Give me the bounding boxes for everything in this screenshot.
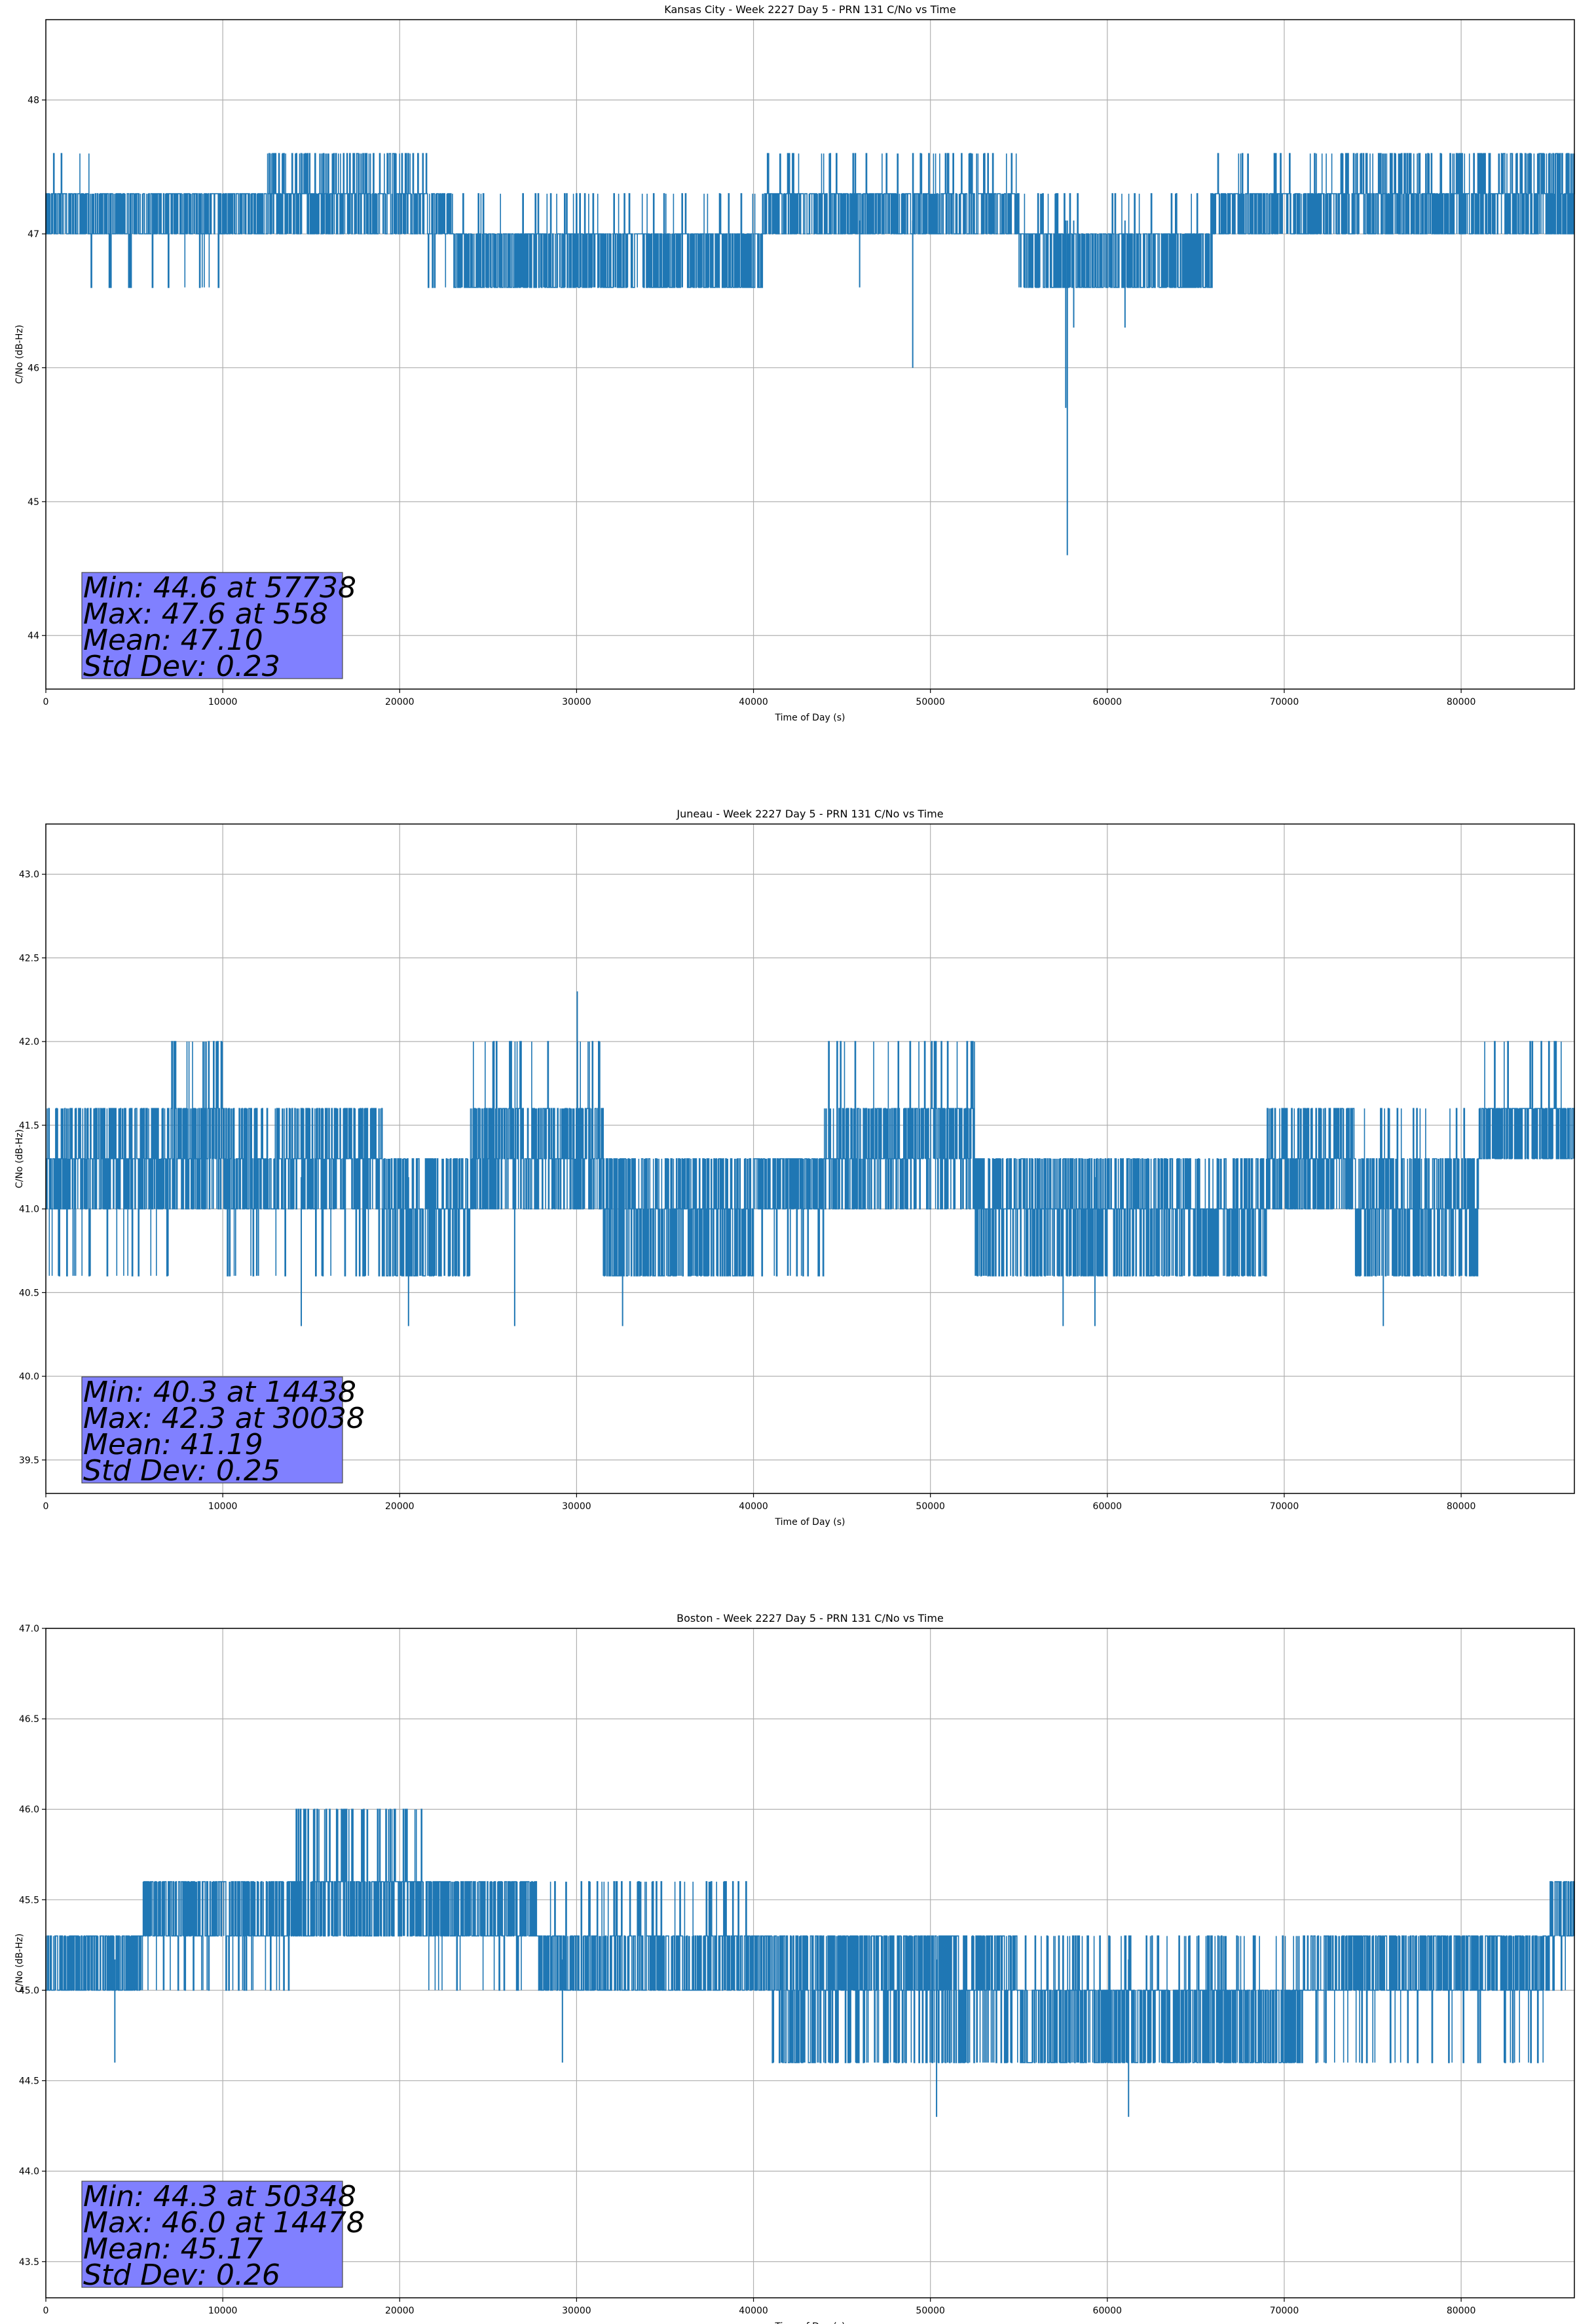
y-tick-label: 43.5	[19, 2257, 39, 2268]
stats-line: Min: 44.6 at 57738	[83, 571, 356, 605]
y-tick-label: 46.0	[19, 1805, 39, 1815]
y-tick-label: 39.5	[19, 1455, 39, 1466]
stats-line: Max: 46.0 at 14478	[83, 2206, 365, 2240]
x-tick-label: 30000	[562, 697, 591, 707]
axes-frame	[45, 823, 1575, 1494]
stats-line: Max: 42.3 at 30038	[83, 1402, 365, 1435]
x-tick-label: 50000	[916, 697, 945, 707]
stats-line: Min: 40.3 at 14438	[83, 1376, 356, 1409]
x-tick-label: 50000	[916, 2306, 945, 2316]
x-axis-label: Time of Day (s)	[775, 2321, 845, 2324]
stats-line: Mean: 45.17	[83, 2232, 263, 2266]
x-tick-label: 80000	[1447, 697, 1476, 707]
stats-line: Max: 47.6 at 558	[83, 597, 328, 631]
y-tick-label: 47.0	[19, 1624, 39, 1634]
x-tick-label: 0	[43, 2306, 49, 2316]
stats-line: Mean: 41.19	[83, 1428, 263, 1461]
y-tick-label: 48	[28, 96, 39, 106]
y-tick-label: 42.0	[19, 1037, 39, 1047]
x-tick-label: 50000	[916, 1501, 945, 1512]
y-tick-label: 45.0	[19, 1985, 39, 1996]
x-tick-label: 60000	[1093, 2306, 1122, 2316]
y-tick-label: 44.5	[19, 2076, 39, 2087]
y-tick-label: 44	[28, 631, 39, 641]
chart-panel-3: 0 10000 20000 30000 40000 50000 60000 70000 8000…	[14, 1612, 1575, 2324]
x-axis-label: Time of Day (s)	[775, 713, 845, 723]
y-axis-label: C/No (dB-Hz)	[14, 325, 25, 384]
stats-line: Min: 44.3 at 50348	[83, 2180, 356, 2213]
x-tick-label: 10000	[208, 2306, 238, 2316]
stats-line: Mean: 47.10	[83, 624, 263, 657]
x-tick-label: 70000	[1270, 697, 1299, 707]
cno-series-line	[46, 1041, 1575, 1277]
chart-panel-2: 0 10000 20000 30000 40000 50000 60000 70000 8000…	[14, 808, 1575, 1527]
stats-box	[81, 2181, 343, 2288]
stats-line: Std Dev: 0.25	[83, 1454, 280, 1488]
x-tick-label: 10000	[208, 1501, 238, 1512]
x-tick-label: 20000	[385, 1501, 415, 1512]
x-tick-label: 10000	[208, 697, 238, 707]
x-axis-label: Time of Day (s)	[775, 1517, 845, 1527]
y-axis-label: C/No (dB-Hz)	[14, 1934, 25, 1993]
stats-line: Std Dev: 0.23	[83, 650, 280, 683]
chart-panel-1: 0 10000 20000 30000 40000 50000 60000 70000 8000…	[14, 3, 1575, 723]
x-tick-label: 30000	[562, 1501, 591, 1512]
y-tick-label: 44.0	[19, 2167, 39, 2177]
x-tick-label: 80000	[1447, 1501, 1476, 1512]
y-tick-label: 46	[28, 363, 39, 373]
x-tick-label: 20000	[385, 697, 415, 707]
y-tick-label: 47	[28, 229, 39, 240]
x-tick-label: 80000	[1447, 2306, 1476, 2316]
x-tick-label: 30000	[562, 2306, 591, 2316]
cno-series-line	[45, 1809, 1575, 2063]
y-tick-label: 45	[28, 497, 39, 508]
chart-title: Kansas City - Week 2227 Day 5 - PRN 131 …	[664, 3, 955, 16]
y-tick-label: 42.5	[19, 953, 39, 964]
cno-series-line	[45, 153, 1575, 288]
x-tick-label: 60000	[1093, 1501, 1122, 1512]
x-tick-label: 20000	[385, 2306, 415, 2316]
y-tick-label: 45.5	[19, 1895, 39, 1905]
y-tick-label: 40.0	[19, 1372, 39, 1382]
y-tick-label: 46.5	[19, 1714, 39, 1725]
chart-title: Juneau - Week 2227 Day 5 - PRN 131 C/No …	[676, 808, 943, 820]
axes-frame	[45, 19, 1575, 690]
y-axis-label: C/No (dB-Hz)	[14, 1129, 25, 1188]
stats-box	[81, 1376, 343, 1484]
stats-box	[81, 572, 343, 679]
x-tick-label: 60000	[1093, 697, 1122, 707]
x-tick-label: 0	[43, 1501, 49, 1512]
stats-line: Std Dev: 0.26	[83, 2258, 280, 2292]
x-tick-label: 0	[43, 697, 49, 707]
x-tick-label: 70000	[1270, 2306, 1299, 2316]
y-tick-label: 41.5	[19, 1121, 39, 1131]
axes-frame	[45, 1628, 1575, 2298]
x-tick-label: 70000	[1270, 1501, 1299, 1512]
x-tick-label: 40000	[739, 697, 768, 707]
y-tick-label: 41.0	[19, 1205, 39, 1215]
x-tick-label: 40000	[739, 2306, 768, 2316]
x-tick-label: 40000	[739, 1501, 768, 1512]
y-tick-label: 40.5	[19, 1288, 39, 1298]
y-tick-label: 43.0	[19, 870, 39, 880]
chart-title: Boston - Week 2227 Day 5 - PRN 131 C/No …	[677, 1612, 944, 1624]
